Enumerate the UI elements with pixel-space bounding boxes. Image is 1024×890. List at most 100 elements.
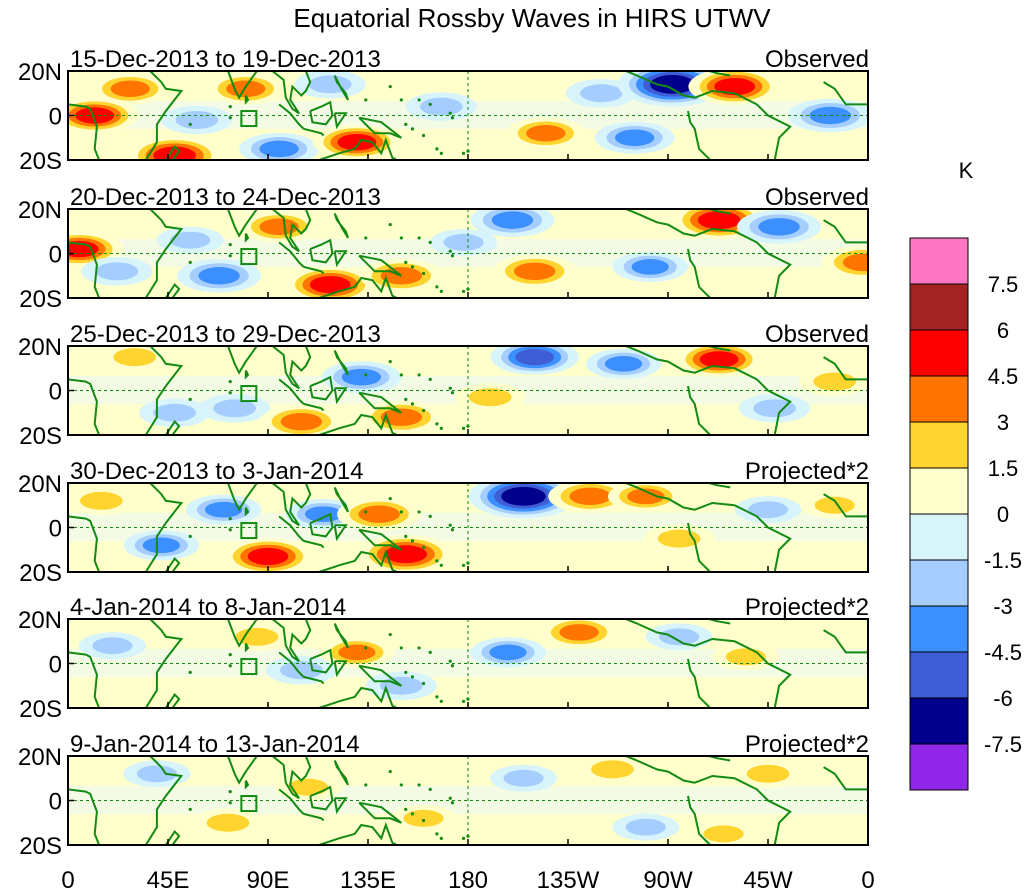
- coastline: [687, 522, 711, 572]
- island: [435, 832, 439, 836]
- panel-kind-label: Projected*2: [745, 594, 869, 621]
- island: [448, 111, 452, 115]
- x-tick-label: 45W: [743, 867, 793, 890]
- island: [417, 98, 421, 102]
- coastline: [219, 71, 258, 100]
- panel-kind-label: Observed: [765, 184, 869, 211]
- anomaly-level: [591, 760, 634, 779]
- anomaly-blob: [185, 494, 262, 525]
- y-tick-label: 20S: [19, 148, 62, 175]
- island: [428, 240, 432, 244]
- coastline: [734, 92, 792, 160]
- y-tick-label: 20S: [19, 560, 62, 587]
- y-tick-label: 0: [49, 652, 62, 679]
- colorbar-swatch: [909, 559, 969, 607]
- anomaly-blob: [192, 808, 264, 837]
- anomaly-level: [753, 399, 797, 418]
- anomaly-blob: [177, 258, 262, 293]
- anomaly-blob: [576, 756, 649, 784]
- island: [228, 790, 232, 794]
- reference-box: [240, 658, 258, 676]
- coastline: [625, 346, 735, 374]
- anomaly-blob: [612, 251, 688, 282]
- colorbar-label: 0: [997, 502, 1009, 527]
- coastline: [164, 145, 181, 160]
- anomaly-level: [579, 84, 623, 103]
- y-tick-label: 20S: [19, 833, 62, 860]
- colorbar-swatch: [909, 283, 969, 331]
- colorbar-label: -7.5: [984, 732, 1022, 757]
- coastline: [164, 693, 181, 708]
- anomaly-blob: [390, 804, 458, 832]
- x-tick-label: 180: [448, 867, 488, 890]
- panel-period-label: 15-Dec-2013 to 19-Dec-2013: [70, 46, 381, 73]
- coastline: [705, 483, 731, 489]
- colorbar-label: 1.5: [988, 456, 1019, 481]
- panel-period-label: 9-Jan-2014 to 13-Jan-2014: [70, 731, 360, 758]
- island: [421, 133, 426, 138]
- coastline: [823, 81, 868, 106]
- island: [448, 386, 452, 390]
- island: [448, 796, 452, 800]
- anomaly-blob: [645, 623, 713, 651]
- island: [428, 787, 432, 791]
- coastline: [164, 420, 181, 435]
- island: [461, 836, 466, 840]
- reference-box: [240, 385, 258, 403]
- coastline: [687, 795, 711, 845]
- anomaly-blob: [585, 348, 662, 379]
- anomaly-level: [337, 134, 377, 151]
- anomaly-blob: [490, 764, 558, 792]
- coastline: [333, 112, 348, 130]
- coastline: [333, 623, 349, 649]
- coastline: [164, 830, 181, 845]
- coastline: [164, 557, 181, 572]
- coastline: [333, 760, 349, 786]
- coastline: [271, 619, 312, 663]
- anomaly-level: [604, 355, 643, 372]
- anomaly-blob: [734, 496, 802, 524]
- coastline: [219, 209, 258, 238]
- island: [435, 285, 439, 289]
- colorbar-swatch: [909, 651, 969, 699]
- anomaly-level: [813, 372, 857, 391]
- coastline: [823, 356, 868, 381]
- coastline: [303, 675, 325, 685]
- island: [228, 528, 232, 532]
- anomaly-level: [403, 809, 444, 827]
- island: [388, 496, 392, 501]
- coastline: [823, 766, 868, 791]
- island: [188, 670, 192, 675]
- coastline: [358, 116, 402, 139]
- y-tick-label: 20S: [19, 696, 62, 723]
- map-panel: 20N 0 20S 9-Jan-2014 to 13-Jan-2014 Projecte…: [18, 731, 869, 860]
- anomaly-blob: [801, 491, 868, 519]
- island: [448, 249, 452, 253]
- anomaly-blob: [454, 382, 526, 412]
- anomaly-level: [725, 648, 766, 666]
- island: [410, 539, 415, 543]
- reference-box: [240, 795, 258, 813]
- x-tick-label: 0: [61, 867, 74, 890]
- anomaly-level: [153, 403, 197, 422]
- anomaly-blob: [312, 124, 402, 160]
- island: [461, 426, 466, 430]
- coastline: [303, 265, 325, 275]
- colorbar-swatch: [909, 329, 969, 377]
- anomaly-level: [515, 348, 555, 366]
- coastline: [278, 241, 305, 268]
- coastline: [144, 619, 184, 708]
- anomaly-level: [491, 211, 534, 229]
- coastline: [68, 651, 101, 708]
- coastline: [333, 660, 348, 678]
- coastline: [164, 283, 181, 298]
- y-tick-label: 20N: [18, 197, 62, 224]
- island: [421, 681, 426, 686]
- anomaly-blob: [337, 497, 422, 531]
- island: [364, 98, 368, 102]
- coastline: [734, 504, 792, 572]
- anomaly-blob: [739, 394, 811, 423]
- coastline: [333, 75, 349, 101]
- island: [388, 84, 392, 89]
